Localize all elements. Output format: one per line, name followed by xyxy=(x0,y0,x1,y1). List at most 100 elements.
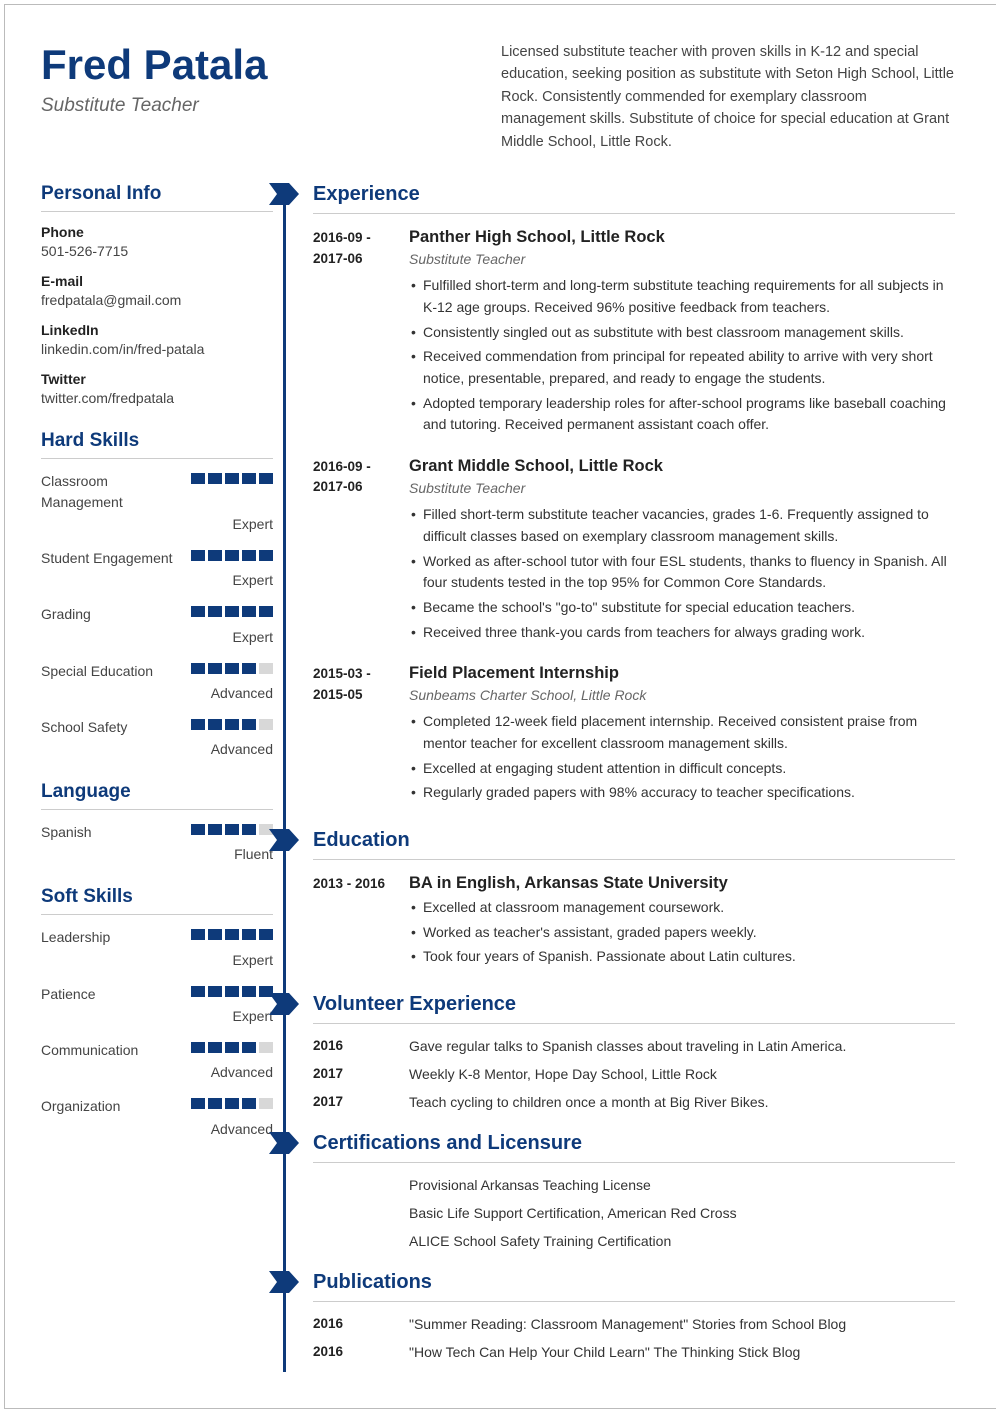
row-text: Gave regular talks to Spanish classes ab… xyxy=(409,1038,955,1054)
skill-level: Expert xyxy=(41,516,273,532)
entry-bullet: Fulfilled short-term and long-term subst… xyxy=(409,275,955,318)
skill-bars xyxy=(191,717,273,730)
skill-bar xyxy=(191,1098,205,1109)
soft-skills-heading: Soft Skills xyxy=(41,886,273,908)
skill-bar xyxy=(225,663,239,674)
info-item: E-mail fredpatala@gmail.com xyxy=(41,273,273,308)
row-date: 2017 xyxy=(313,1066,395,1082)
entry-bullet: Excelled at classroom management coursew… xyxy=(409,897,955,919)
skill-name: Organization xyxy=(41,1096,183,1116)
skill-name: Spanish xyxy=(41,822,183,842)
entry: 2015-03 - 2015-05Field Placement Interns… xyxy=(313,664,955,807)
row-text: "Summer Reading: Classroom Management" S… xyxy=(409,1316,955,1332)
info-value: linkedin.com/in/fred-patala xyxy=(41,341,273,357)
info-item: Twittertwitter.com/fredpatala xyxy=(41,371,273,406)
timeline-bar xyxy=(283,183,286,1372)
row-date: 2016 xyxy=(313,1038,395,1054)
simple-row: 2016"Summer Reading: Classroom Managemen… xyxy=(313,1316,955,1332)
certification-item: Basic Life Support Certification, Americ… xyxy=(313,1205,955,1221)
skill-bar xyxy=(259,550,273,561)
skill-row: CommunicationAdvanced xyxy=(41,1040,273,1080)
row-date: 2017 xyxy=(313,1094,395,1110)
skill-name: Classroom Management xyxy=(41,471,183,512)
skill-bars xyxy=(191,1096,273,1109)
simple-row: 2016 Gave regular talks to Spanish classe… xyxy=(313,1038,955,1054)
skill-level: Fluent xyxy=(41,846,273,862)
hard-skills-section: Hard Skills Classroom Management Expert St… xyxy=(41,430,273,757)
entry: 2016-09 - 2017-06Panther High School, Li… xyxy=(313,228,955,439)
row-text: Teach cycling to children once a month a… xyxy=(409,1094,955,1110)
entry-subtitle: Sunbeams Charter School, Little Rock xyxy=(409,687,955,703)
entry-title: Field Placement Internship xyxy=(409,664,955,683)
education-section: Education 2013 - 2016BA in English, Arka… xyxy=(313,829,955,971)
skill-row: Student EngagementExpert xyxy=(41,548,273,588)
entry-bullets: Filled short-term substitute teacher vac… xyxy=(409,504,955,643)
skill-bars xyxy=(191,548,273,561)
divider xyxy=(41,914,273,915)
divider xyxy=(41,211,273,212)
skill-row: OrganizationAdvanced xyxy=(41,1096,273,1136)
certification-item: Provisional Arkansas Teaching License xyxy=(313,1177,955,1193)
info-value: twitter.com/fredpatala xyxy=(41,390,273,406)
skill-bar xyxy=(259,1042,273,1053)
publications-section: Publications 2016"Summer Reading: Classr… xyxy=(313,1271,955,1360)
certification-item: ALICE School Safety Training Certificati… xyxy=(313,1233,955,1249)
main-column: Experience 2016-09 - 2017-06Panther High… xyxy=(313,183,955,1372)
skill-bar xyxy=(242,824,256,835)
skill-bar xyxy=(208,550,222,561)
skill-bar xyxy=(225,473,239,484)
entry-bullet: Took four years of Spanish. Passionate a… xyxy=(409,946,955,968)
certifications-section: Certifications and Licensure Provisional… xyxy=(313,1132,955,1249)
personal-info-heading: Personal Info xyxy=(41,183,273,205)
volunteer-section: Volunteer Experience 2016Gave regular ta… xyxy=(313,993,955,1110)
person-name: Fred Patala xyxy=(41,41,461,89)
skill-name: Communication xyxy=(41,1040,183,1060)
entry-bullet: Worked as after-school tutor with four E… xyxy=(409,551,955,594)
skill-bar xyxy=(191,824,205,835)
info-value: fredpatala@gmail.com xyxy=(41,292,273,308)
education-heading: Education xyxy=(313,829,955,852)
skill-bar xyxy=(191,1042,205,1053)
skill-row: School SafetyAdvanced xyxy=(41,717,273,757)
skill-bar xyxy=(208,1098,222,1109)
skill-row: PatienceExpert xyxy=(41,984,273,1024)
entry-bullet: Received three thank-you cards from teac… xyxy=(409,622,955,644)
skill-level: Advanced xyxy=(41,685,273,701)
entry-bullets: Fulfilled short-term and long-term subst… xyxy=(409,275,955,436)
skill-bar xyxy=(242,1098,256,1109)
skill-bar xyxy=(225,1042,239,1053)
section-arrow-icon xyxy=(269,183,299,205)
skill-bar xyxy=(259,1098,273,1109)
skill-bar xyxy=(191,986,205,997)
entry-bullet: Adopted temporary leadership roles for a… xyxy=(409,393,955,436)
skill-bar xyxy=(242,550,256,561)
skill-bar xyxy=(242,606,256,617)
personal-info-section: Personal Info Phone501-526-7715E-mailfre… xyxy=(41,183,273,406)
skill-bar xyxy=(191,663,205,674)
info-label: E-mail xyxy=(41,273,273,289)
entry-body: BA in English, Arkansas State University… xyxy=(409,874,955,971)
divider xyxy=(41,809,273,810)
entry-body: Panther High School, Little RockSubstitu… xyxy=(409,228,955,439)
divider xyxy=(313,213,955,214)
skill-bars xyxy=(191,604,273,617)
section-arrow-icon xyxy=(269,993,299,1015)
skill-bar xyxy=(191,719,205,730)
soft-skills-section: Soft Skills LeadershipExpertPatienceExpe… xyxy=(41,886,273,1136)
hard-skills-heading: Hard Skills xyxy=(41,430,273,452)
skill-bar xyxy=(259,719,273,730)
skill-bars xyxy=(191,1040,273,1053)
skill-bar xyxy=(208,473,222,484)
summary-text: Licensed substitute teacher with proven … xyxy=(501,41,955,153)
skill-name: Grading xyxy=(41,604,183,624)
skill-bar xyxy=(191,473,205,484)
info-label: LinkedIn xyxy=(41,322,273,338)
skill-bar xyxy=(208,719,222,730)
skill-bar xyxy=(208,606,222,617)
simple-row: 2017 Teach cycling to children once a mon… xyxy=(313,1094,955,1110)
divider xyxy=(313,859,955,860)
skill-level: Advanced xyxy=(41,741,273,757)
entry-subtitle: Substitute Teacher xyxy=(409,251,955,267)
skill-bars xyxy=(191,471,273,484)
entry-bullet: Filled short-term substitute teacher vac… xyxy=(409,504,955,547)
